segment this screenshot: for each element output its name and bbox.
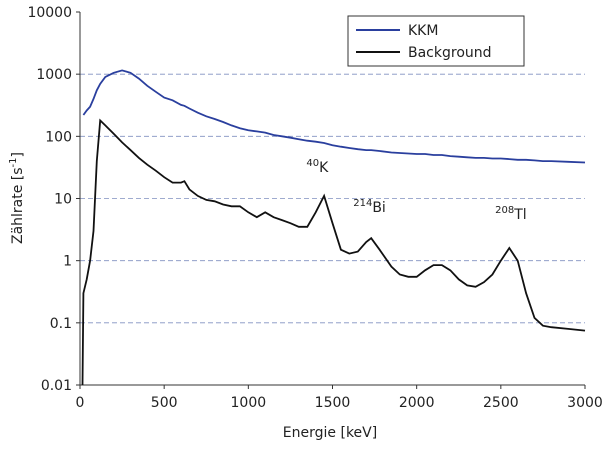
legend-label: Background xyxy=(408,45,492,61)
x-axis-label: Energie [keV] xyxy=(283,425,377,441)
annotation-sup: 214 xyxy=(353,198,372,209)
y-tick-label: 0.01 xyxy=(41,378,72,394)
legend-label: KKM xyxy=(408,23,438,39)
annotation-text: K xyxy=(319,160,329,176)
y-tick-label: 0.1 xyxy=(50,316,72,332)
x-tick-label: 500 xyxy=(151,395,178,411)
x-tick-label: 1500 xyxy=(315,395,351,411)
y-label-main: Zählrate [s xyxy=(10,167,26,244)
y-label-sup: -1 xyxy=(8,157,19,167)
x-tick-label: 2000 xyxy=(399,395,435,411)
series-line xyxy=(81,118,586,386)
annotation-text: Bi xyxy=(372,200,386,216)
y-tick-label: 100 xyxy=(45,129,72,145)
x-tick-label: 1000 xyxy=(231,395,267,411)
annotation: 214Bi xyxy=(353,198,386,216)
annotation: 208Tl xyxy=(495,205,527,223)
y-tick-label: 10 xyxy=(54,192,72,208)
annotation-sup: 40 xyxy=(306,158,319,169)
annotation-text: Tl xyxy=(513,207,526,223)
legend-box xyxy=(347,15,525,67)
y-axis-label: Zählrate [s-1] xyxy=(8,152,26,244)
annotation-sup: 208 xyxy=(495,205,514,216)
annotation: 40K xyxy=(306,158,329,176)
y-tick-label: 1 xyxy=(63,254,72,270)
x-tick-label: 0 xyxy=(76,395,85,411)
y-label-close: ] xyxy=(10,152,26,157)
x-tick-label: 2500 xyxy=(483,395,519,411)
y-tick-label: 10000 xyxy=(27,5,72,21)
series-line xyxy=(82,69,586,164)
x-tick-label: 3000 xyxy=(567,395,602,411)
y-tick-label: 1000 xyxy=(36,67,72,83)
